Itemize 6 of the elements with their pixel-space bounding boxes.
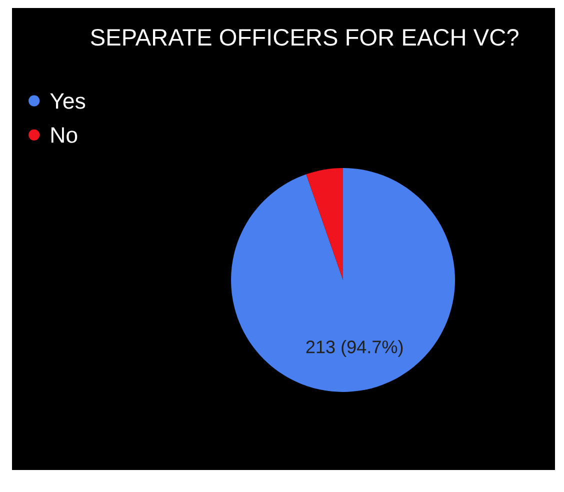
- legend-label: Yes: [50, 93, 86, 109]
- pie-slice: [231, 168, 455, 392]
- chart-title: SEPARATE OFFICERS FOR EACH VC?: [90, 28, 518, 46]
- pie-slice: [306, 168, 343, 280]
- data-label: 213 (94.7%): [306, 340, 403, 357]
- legend-label: No: [51, 127, 78, 143]
